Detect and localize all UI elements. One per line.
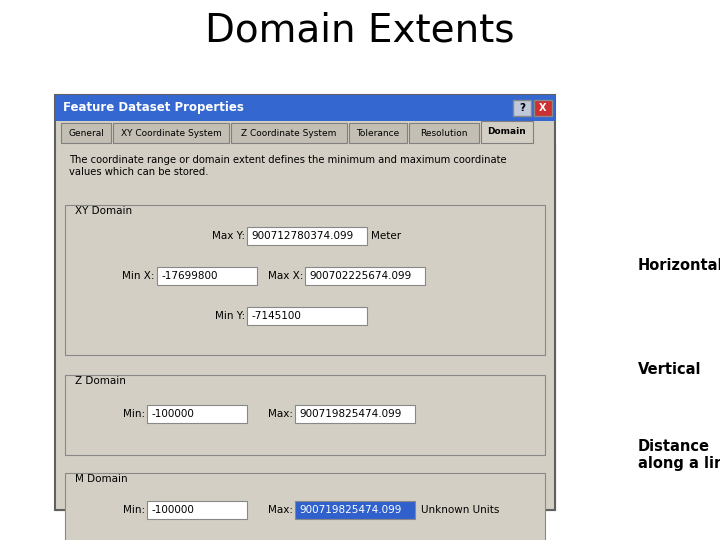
Text: X: X bbox=[539, 103, 546, 113]
Bar bbox=[295, 501, 415, 519]
Bar bbox=[55, 95, 555, 121]
Text: XY Coordinate System: XY Coordinate System bbox=[121, 129, 221, 138]
Bar bbox=[61, 123, 111, 143]
Bar bbox=[147, 501, 247, 519]
Text: 900719825474.099: 900719825474.099 bbox=[299, 505, 401, 515]
Text: Z Coordinate System: Z Coordinate System bbox=[241, 129, 337, 138]
Bar bbox=[65, 205, 545, 355]
Text: Domain Extents: Domain Extents bbox=[205, 12, 515, 50]
Bar bbox=[247, 227, 367, 245]
Text: General: General bbox=[68, 129, 104, 138]
Text: -100000: -100000 bbox=[151, 409, 194, 419]
Text: Z Domain: Z Domain bbox=[75, 376, 126, 386]
Text: Max:: Max: bbox=[268, 505, 293, 515]
Bar bbox=[349, 123, 407, 143]
Bar bbox=[65, 473, 545, 540]
Text: 900712780374.099: 900712780374.099 bbox=[251, 231, 354, 241]
Text: -7145100: -7145100 bbox=[251, 311, 301, 321]
Bar bbox=[113, 123, 229, 143]
Bar bbox=[513, 100, 531, 116]
Text: Min:: Min: bbox=[123, 505, 145, 515]
Text: -100000: -100000 bbox=[151, 505, 194, 515]
Bar bbox=[481, 121, 533, 143]
Text: Tolerance: Tolerance bbox=[356, 129, 400, 138]
Bar bbox=[147, 405, 247, 423]
Text: Domain: Domain bbox=[487, 127, 526, 137]
Text: Resolution: Resolution bbox=[420, 129, 468, 138]
Text: Feature Dataset Properties: Feature Dataset Properties bbox=[63, 102, 244, 114]
Text: -17699800: -17699800 bbox=[161, 271, 217, 281]
Text: Distance
along a line: Distance along a line bbox=[638, 439, 720, 471]
Bar bbox=[534, 100, 552, 116]
Bar bbox=[157, 267, 257, 285]
Text: Min X:: Min X: bbox=[122, 271, 155, 281]
Bar bbox=[55, 95, 555, 510]
Text: 900702225674.099: 900702225674.099 bbox=[309, 271, 411, 281]
Bar bbox=[65, 375, 545, 455]
Text: M Domain: M Domain bbox=[75, 474, 127, 484]
Bar bbox=[231, 123, 347, 143]
Bar bbox=[55, 143, 555, 510]
Text: XY Domain: XY Domain bbox=[75, 206, 132, 216]
Bar bbox=[409, 123, 479, 143]
Text: Vertical: Vertical bbox=[638, 362, 701, 377]
Text: The coordinate range or domain extent defines the minimum and maximum coordinate: The coordinate range or domain extent de… bbox=[69, 155, 507, 177]
Bar bbox=[247, 307, 367, 325]
Bar bbox=[295, 405, 415, 423]
Text: Max:: Max: bbox=[268, 409, 293, 419]
Bar bbox=[305, 267, 425, 285]
Text: Min:: Min: bbox=[123, 409, 145, 419]
Text: Horizontal: Horizontal bbox=[638, 258, 720, 273]
Text: Min Y:: Min Y: bbox=[215, 311, 245, 321]
Text: Max X:: Max X: bbox=[268, 271, 303, 281]
Text: Meter: Meter bbox=[371, 231, 401, 241]
Text: Unknown Units: Unknown Units bbox=[421, 505, 500, 515]
Text: 900719825474.099: 900719825474.099 bbox=[299, 409, 401, 419]
Text: Max Y:: Max Y: bbox=[212, 231, 245, 241]
Text: ?: ? bbox=[519, 103, 525, 113]
